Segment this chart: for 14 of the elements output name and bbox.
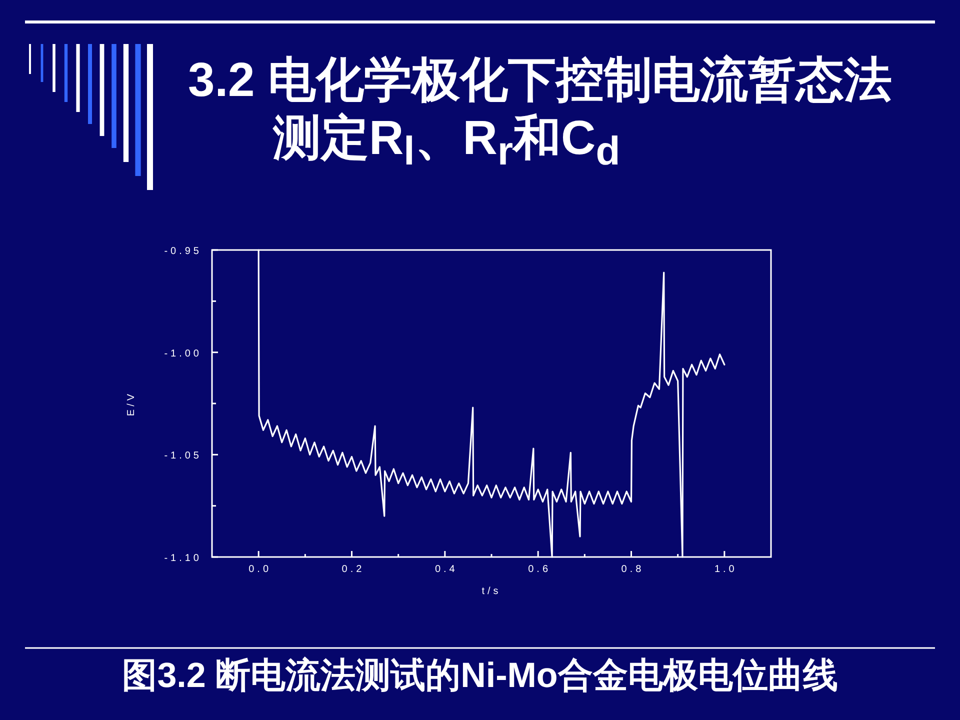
y-tick-label: -1.05	[164, 450, 202, 462]
x-tick-label: 0.4	[434, 564, 458, 575]
caption: 图3.2 断电流法测试的Ni-Mo合金电极电位曲线	[121, 655, 839, 697]
x-tick-label: 0.2	[342, 564, 365, 575]
x-axis-title: t/s	[482, 586, 502, 597]
y-tick-label: -1.00	[164, 348, 202, 360]
y-tick-label: -0.95	[164, 246, 202, 257]
chart-title: 3.2 电化学极化下控制电流暂态法测定R$_{l}$、R$_{r}$和C$_{d}$	[188, 53, 894, 176]
x-tick-label: 1.0	[714, 564, 738, 575]
x-tick-label: 0.8	[621, 564, 644, 575]
y-tick-label: -1.10	[164, 553, 202, 564]
x-tick-label: 0.6	[528, 564, 552, 575]
x-tick-label: 0.0	[248, 564, 272, 575]
y-axis-title: E/V	[126, 390, 137, 416]
